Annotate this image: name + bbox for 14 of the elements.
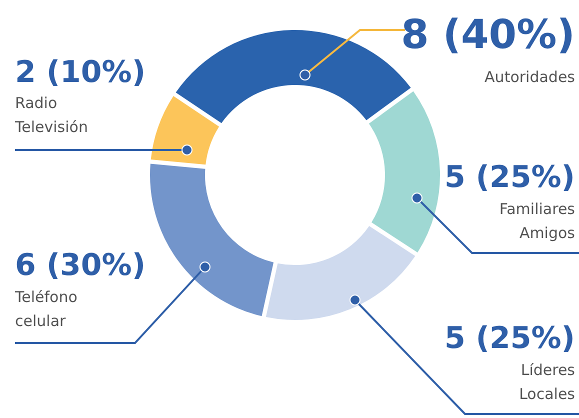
data-label: 6 (30%) <box>15 248 146 283</box>
donut-slice <box>150 96 220 165</box>
donut-slice <box>150 164 274 316</box>
slice-label: Teléfono celular <box>14 288 78 330</box>
slice-label: Familiares Amigos <box>499 200 576 242</box>
data-label: 5 (25%) <box>444 160 575 195</box>
slice-label: Radio Televisión <box>14 94 88 136</box>
slice-label: Autoridades <box>484 68 576 86</box>
data-label: 2 (10%) <box>15 55 146 90</box>
data-label: 8 (40%) <box>400 12 575 58</box>
slice-label: Líderes Locales <box>519 361 576 403</box>
donut-slice <box>368 91 440 252</box>
donut-slice <box>266 226 416 320</box>
data-label: 5 (25%) <box>444 321 575 356</box>
